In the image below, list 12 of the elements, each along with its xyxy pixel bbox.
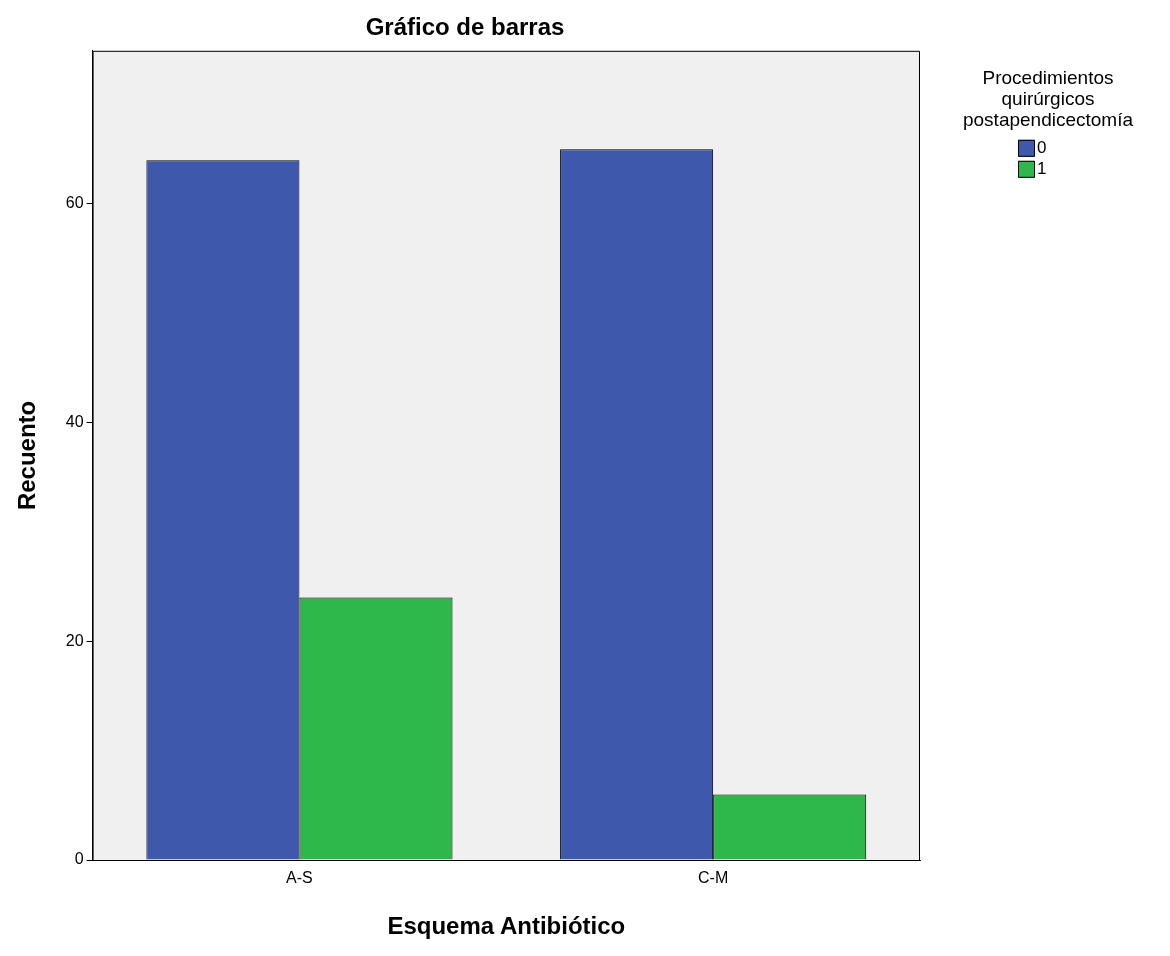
y-axis-title: Recuento <box>13 400 41 511</box>
chart-title: Gráfico de barras <box>365 13 565 41</box>
x-axis-title: Esquema Antibiótico <box>387 912 626 940</box>
y-tick-label: 40 <box>65 413 84 430</box>
legend-label: 1 <box>1037 159 1047 179</box>
y-tick-label: 60 <box>65 194 84 212</box>
legend-title: Procedimientos quirúrgicos postapendicectomía <box>962 66 1134 130</box>
y-tick-label: 20 <box>65 631 84 649</box>
x-tick-label: A-S <box>286 869 313 887</box>
y-tick-label: 0 <box>74 850 84 868</box>
x-tick-label: C-M <box>698 869 729 887</box>
legend-label: 0 <box>1037 138 1047 158</box>
